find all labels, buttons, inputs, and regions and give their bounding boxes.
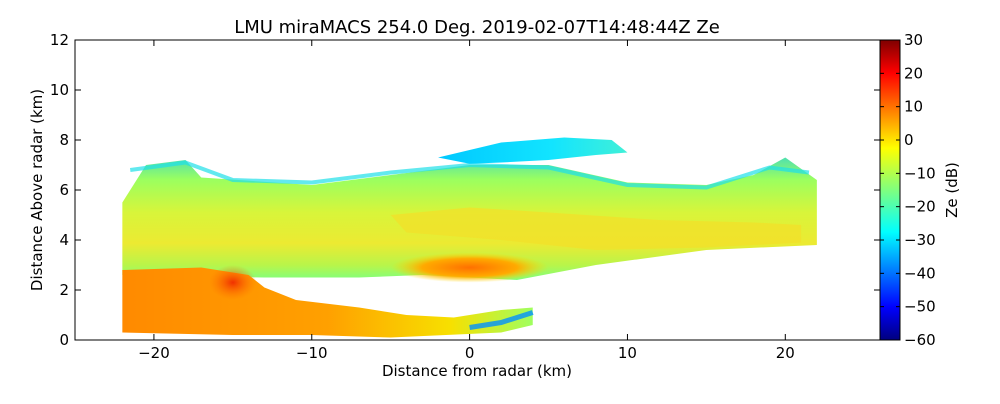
colorbar-tick-label: −10 — [904, 164, 936, 182]
colorbar-tick-label: 20 — [904, 64, 923, 82]
y-axis-label: Distance Above radar (km) — [28, 89, 46, 291]
y-tick-label: 8 — [59, 131, 69, 149]
y-tick-label: 2 — [59, 281, 69, 299]
colorbar-tick-label: 0 — [904, 131, 914, 149]
x-tick-label: −10 — [296, 344, 328, 362]
y-axis: 0 2 4 6 8 10 12 — [50, 31, 880, 349]
x-axis-label: Distance from radar (km) — [382, 362, 572, 380]
x-axis: −20 −10 0 10 20 — [138, 40, 795, 362]
intense-cell — [209, 265, 257, 300]
plot-content — [122, 137, 817, 338]
colorbar-tick-label: −60 — [904, 331, 936, 349]
chart-title: LMU miraMACS 254.0 Deg. 2019-02-07T14:48… — [234, 17, 720, 38]
colorbar — [879, 39, 901, 341]
colorbar-ticks: 30 20 10 0 −10 −20 −30 −40 −50 −60 — [880, 31, 936, 349]
y-tick-label: 12 — [50, 31, 69, 49]
colorbar-tick-label: 10 — [904, 98, 923, 116]
y-tick-label: 0 — [59, 331, 69, 349]
upper-cirrus — [438, 137, 628, 164]
colorbar-tick-label: −20 — [904, 198, 936, 216]
cloud-yellow-band — [390, 207, 802, 250]
melting-layer — [390, 252, 549, 283]
colorbar-label: Ze (dB) — [943, 162, 961, 218]
y-tick-label: 10 — [50, 81, 69, 99]
cloud-top-edge — [129, 160, 810, 190]
y-tick-label: 4 — [59, 231, 69, 249]
clear-air-gap — [264, 272, 612, 315]
colorbar-tick-label: −50 — [904, 298, 936, 316]
colorbar-tick-label: −30 — [904, 231, 936, 249]
low-level-edge — [469, 310, 534, 330]
x-tick-label: 20 — [776, 344, 795, 362]
colorbar-tick-label: −40 — [904, 264, 936, 282]
x-tick-label: −20 — [138, 344, 170, 362]
x-tick-label: 10 — [618, 344, 637, 362]
colorbar-tick-label: 30 — [904, 31, 923, 49]
y-tick-label: 6 — [59, 181, 69, 199]
x-tick-label: 0 — [465, 344, 475, 362]
